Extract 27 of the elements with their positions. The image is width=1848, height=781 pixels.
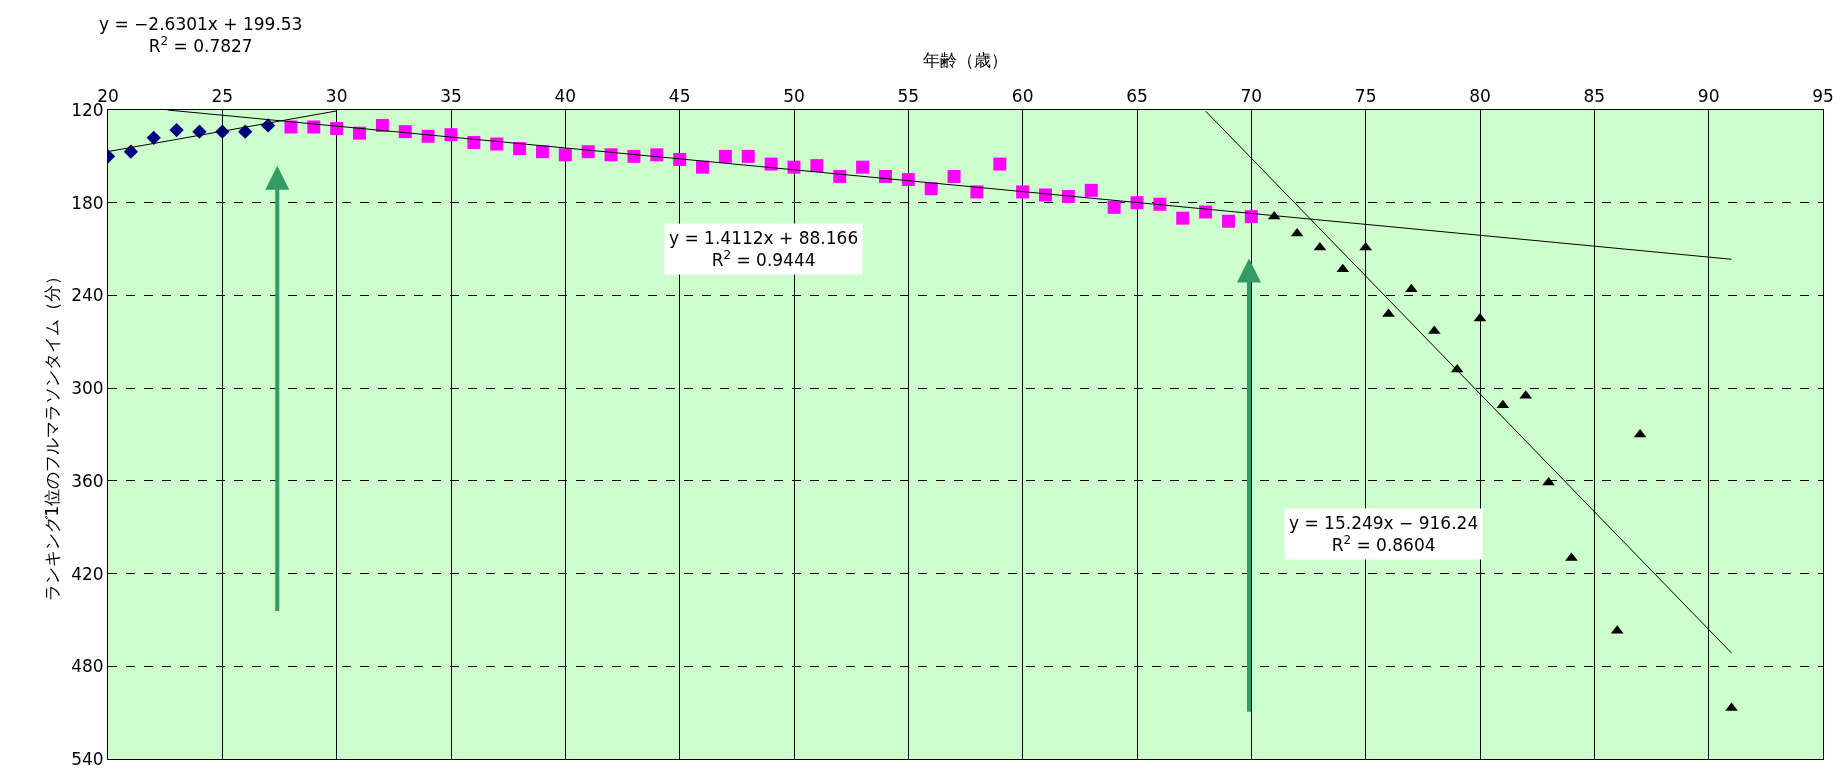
x-tick-label: 75 [1354,86,1377,107]
x-tick-label: 55 [897,86,920,107]
x-tick-label: 95 [1812,86,1834,107]
x-tick-label: 30 [325,86,348,107]
x-tick-label: 60 [1011,86,1034,107]
x-tick-label: 40 [554,86,577,107]
x-tick-label: 35 [440,86,462,107]
y-tick-label: 360 [71,470,104,491]
y-axis-title: ランキング1位のフルマラソンタイム（分） [41,267,62,602]
y-tick-label: 300 [71,378,104,399]
annotation: y = 1.4112x + 88.166 R$^{2}$ = 0.9444 [669,228,859,271]
x-tick-label: 25 [211,86,234,107]
x-tick-label: 50 [783,86,805,107]
x-tick-label: 80 [1469,86,1491,107]
annotation: y = 15.249x − 916.24 R$^{2}$ = 0.8604 [1289,513,1479,556]
x-tick-label: 70 [1240,86,1263,107]
x-tick-label: 65 [1126,86,1148,107]
y-tick-label: 180 [71,192,104,213]
y-tick-label: 420 [71,563,104,584]
y-tick-label: 240 [71,285,104,306]
text: y = −2.6301x + 199.53 R$^{2}$ = 0.7827 [99,14,303,57]
x-tick-label: 85 [1583,86,1606,107]
y-tick-label: 540 [71,748,104,769]
x-axis-title: 年齢（歳） [923,49,1008,70]
x-tick-label: 45 [668,86,691,107]
x-tick-label: 90 [1697,86,1720,107]
y-tick-label: 480 [71,656,104,677]
